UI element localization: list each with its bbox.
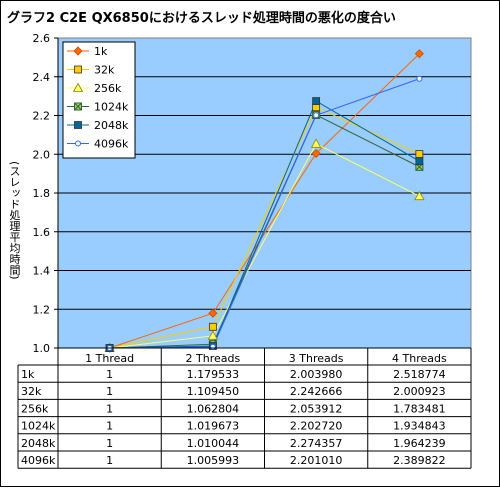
point-1k-shape xyxy=(208,308,218,318)
point-4096k-shape xyxy=(416,75,423,82)
legend-marker-shape xyxy=(74,65,82,74)
legend-marker-shape xyxy=(75,140,81,147)
table-value: 2.053912 xyxy=(290,402,343,415)
table-value: 1.934843 xyxy=(393,420,446,433)
y-tick-label: 2.0 xyxy=(33,148,51,161)
table-value: 1 xyxy=(106,385,113,398)
x-category-label: 4 Threads xyxy=(392,352,447,365)
legend-label: 2048k xyxy=(94,119,129,132)
table-value: 2.389822 xyxy=(393,454,446,467)
legend-marker xyxy=(74,102,82,111)
legend-label: 1k xyxy=(94,45,108,58)
table-value: 2.003980 xyxy=(290,368,343,381)
point-4096k xyxy=(209,343,216,350)
point-2048k xyxy=(312,97,321,105)
table-value: 2.242666 xyxy=(290,385,343,398)
y-tick-label: 2.2 xyxy=(33,110,51,123)
point-4096k-shape xyxy=(209,343,216,350)
table-value: 1.109450 xyxy=(187,385,240,398)
y-tick-label: 1.4 xyxy=(33,265,51,278)
table-series-name: 1024k xyxy=(21,420,56,433)
point-1k-shape xyxy=(414,49,424,59)
point-32k xyxy=(415,150,424,158)
table-value: 1.062804 xyxy=(187,402,240,415)
table-series-name: 256k xyxy=(21,402,49,415)
table-value: 1.783481 xyxy=(393,402,446,415)
x-category-label: 3 Threads xyxy=(289,352,344,365)
x-category-label: 1 Thread xyxy=(85,352,134,365)
y-tick-label: 1.8 xyxy=(33,187,51,200)
legend-marker xyxy=(74,65,82,74)
table-value: 2.274357 xyxy=(290,437,343,450)
table-series-name: 32k xyxy=(21,385,42,398)
point-1k-shape xyxy=(311,148,321,159)
series-line-1k xyxy=(109,53,420,349)
table-value: 1.005993 xyxy=(187,454,240,467)
table-value: 1.010044 xyxy=(187,437,240,450)
legend-label: 1024k xyxy=(94,101,129,114)
table-value: 2.202720 xyxy=(290,420,343,433)
legend-label: 32k xyxy=(94,64,115,77)
x-category-label: 2 Threads xyxy=(186,352,241,365)
table-series-name: 1k xyxy=(21,368,35,381)
point-4096k-shape xyxy=(313,112,320,119)
point-4096k xyxy=(313,112,320,119)
point-1k xyxy=(311,148,321,159)
legend-marker xyxy=(74,121,82,129)
table-value: 1 xyxy=(106,368,113,381)
legend-label: 4096k xyxy=(94,138,129,151)
table-value: 2.000923 xyxy=(393,385,446,398)
table-value: 1.019673 xyxy=(187,420,240,433)
table-series-name: 4096k xyxy=(21,454,56,467)
series-line-256k xyxy=(109,143,420,349)
legend-marker xyxy=(73,46,83,56)
legend-marker xyxy=(75,140,81,147)
legend-marker-cross xyxy=(74,102,82,111)
point-1k xyxy=(208,308,218,318)
y-axis-label: (スレッド処理平均時間) xyxy=(8,161,21,280)
legend-label: 256k xyxy=(94,82,122,95)
table-value: 1 xyxy=(106,402,113,415)
legend xyxy=(62,41,136,159)
series-line-4096k xyxy=(109,78,420,349)
point-256k xyxy=(414,190,425,201)
point-32k-shape xyxy=(208,322,217,331)
point-256k xyxy=(207,330,219,340)
table-value: 1 xyxy=(106,420,113,433)
y-tick-label: 1.2 xyxy=(33,303,51,316)
point-1k xyxy=(414,49,424,59)
table-series-name: 2048k xyxy=(21,437,56,450)
point-2048k xyxy=(415,157,424,166)
legend-marker-shape xyxy=(72,82,84,92)
point-256k-shape xyxy=(310,138,322,148)
legend-marker xyxy=(72,82,84,92)
legend-marker-shape xyxy=(74,121,82,129)
point-256k-shape xyxy=(207,330,219,340)
legend-marker-shape xyxy=(73,46,83,56)
point-32k xyxy=(208,322,217,331)
table-value: 1.964239 xyxy=(393,437,446,450)
y-tick-label: 2.4 xyxy=(33,71,51,84)
y-tick-label: 1.0 xyxy=(33,342,51,355)
point-256k xyxy=(310,138,322,148)
y-tick-label: 1.6 xyxy=(33,226,51,239)
chart-title: グラフ2 C2E QX6850におけるスレッド処理時間の悪化の度合い xyxy=(7,11,396,26)
point-32k-shape xyxy=(415,150,424,158)
y-tick-label: 2.6 xyxy=(33,32,51,45)
point-2048k-shape xyxy=(312,97,321,105)
table-value: 2.518774 xyxy=(393,368,446,381)
point-256k-shape xyxy=(414,190,425,201)
table-value: 2.201010 xyxy=(290,454,343,467)
point-4096k xyxy=(416,75,423,82)
table-value: 1 xyxy=(106,437,113,450)
series-line-1024k xyxy=(109,114,420,349)
table-value: 1 xyxy=(106,454,113,467)
point-2048k-shape xyxy=(415,157,424,166)
table-value: 1.179533 xyxy=(187,368,240,381)
